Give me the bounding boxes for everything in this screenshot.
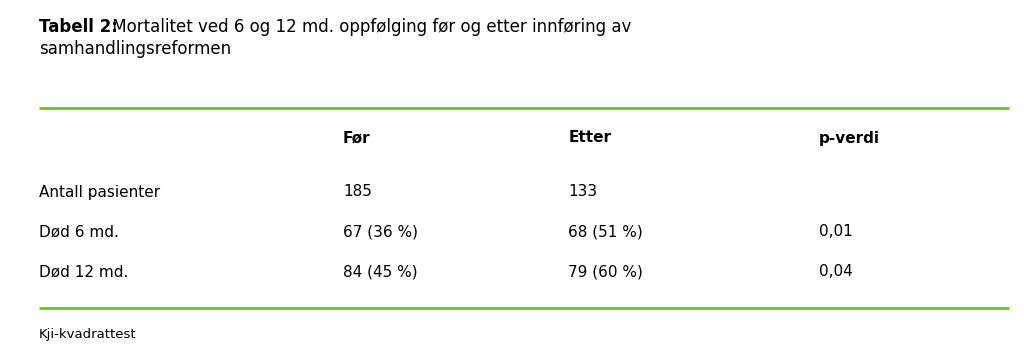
- Text: Antall pasienter: Antall pasienter: [39, 184, 160, 199]
- Text: Før: Før: [343, 131, 371, 145]
- Text: 68 (51 %): 68 (51 %): [568, 224, 643, 240]
- Text: p-verdi: p-verdi: [819, 131, 881, 145]
- Text: 67 (36 %): 67 (36 %): [343, 224, 418, 240]
- Text: Kji-kvadrattest: Kji-kvadrattest: [39, 328, 136, 341]
- Text: Død 6 md.: Død 6 md.: [39, 224, 119, 240]
- Text: 0,04: 0,04: [819, 265, 853, 280]
- Text: Død 12 md.: Død 12 md.: [39, 265, 128, 280]
- Text: Etter: Etter: [568, 131, 611, 145]
- Text: 84 (45 %): 84 (45 %): [343, 265, 418, 280]
- Text: Tabell 2:: Tabell 2:: [39, 18, 118, 36]
- Text: 79 (60 %): 79 (60 %): [568, 265, 643, 280]
- Text: 133: 133: [568, 184, 597, 199]
- Text: Mortalitet ved 6 og 12 md. oppfølging før og etter innføring av: Mortalitet ved 6 og 12 md. oppfølging fø…: [106, 18, 631, 36]
- Text: 185: 185: [343, 184, 372, 199]
- Text: 0,01: 0,01: [819, 224, 853, 240]
- Text: samhandlingsreformen: samhandlingsreformen: [39, 40, 231, 58]
